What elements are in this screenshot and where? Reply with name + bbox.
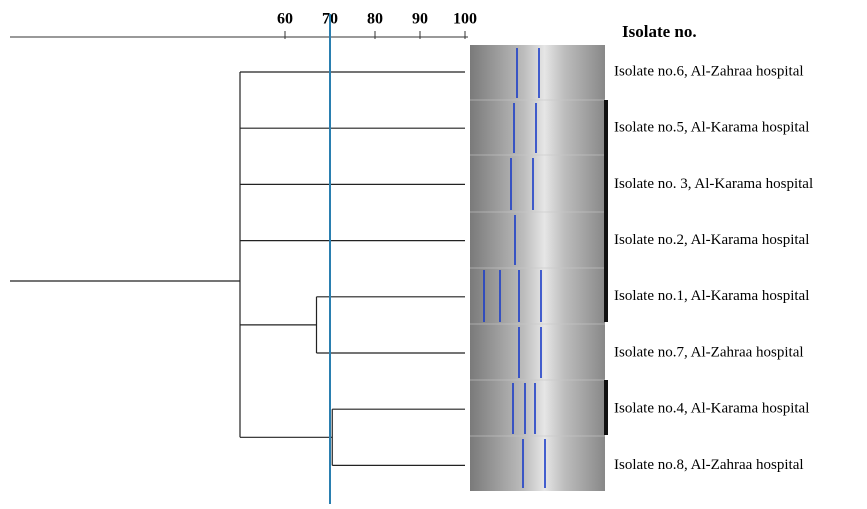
scale-tick-label: 60 bbox=[277, 11, 293, 28]
isolate-label: Isolate no.6, Al-Zahraa hospital bbox=[614, 63, 804, 79]
isolate-label: Isolate no.4, Al-Karama hospital bbox=[614, 401, 809, 417]
scale-tick-label: 80 bbox=[367, 11, 383, 28]
scale-tick-label: 90 bbox=[412, 11, 428, 28]
header: Isolate no. bbox=[622, 22, 697, 41]
isolate-label: Isolate no.2, Al-Karama hospital bbox=[614, 232, 809, 248]
isolate-label: Isolate no.8, Al-Zahraa hospital bbox=[614, 457, 804, 473]
isolate-label: Isolate no.1, Al-Karama hospital bbox=[614, 288, 809, 304]
isolate-label: Isolate no. 3, Al-Karama hospital bbox=[614, 176, 813, 192]
scale-tick-label: 100 bbox=[453, 11, 477, 28]
isolate-label: Isolate no.5, Al-Karama hospital bbox=[614, 120, 809, 136]
isolate-label: Isolate no.7, Al-Zahraa hospital bbox=[614, 344, 804, 360]
gel-image bbox=[470, 45, 608, 491]
